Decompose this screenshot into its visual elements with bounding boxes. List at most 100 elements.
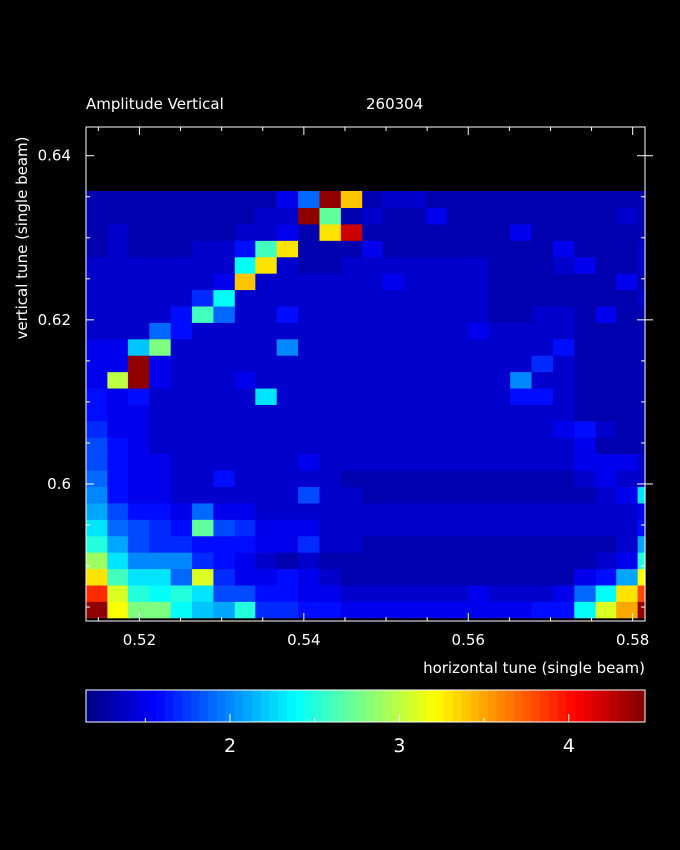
heatmap-cell	[319, 502, 342, 520]
heatmap-cell	[298, 486, 321, 504]
heatmap-cell	[298, 322, 321, 340]
heatmap-cell	[213, 420, 236, 438]
heatmap-cell	[234, 305, 257, 323]
heatmap-cell	[255, 256, 278, 274]
heatmap-cell	[107, 584, 130, 602]
heatmap-cell	[531, 519, 554, 537]
heatmap-cell	[382, 568, 405, 586]
heatmap-cell	[298, 387, 321, 405]
heatmap-cell	[298, 470, 321, 488]
colorbar-segment	[260, 690, 270, 722]
heatmap-cell	[382, 322, 405, 340]
heatmap-cell	[170, 535, 193, 553]
heatmap-cell	[595, 519, 618, 537]
heatmap-cell	[488, 256, 511, 274]
heatmap-cell	[510, 601, 533, 619]
heatmap-cell	[552, 552, 575, 570]
heatmap-cell	[446, 273, 469, 291]
heatmap-cell	[319, 420, 342, 438]
heatmap-cell	[192, 273, 215, 291]
heatmap-cell	[404, 470, 427, 488]
heatmap-cell	[149, 552, 172, 570]
heatmap-cell	[595, 256, 618, 274]
heatmap-cell	[298, 305, 321, 323]
axis-ticks: 0.52 0.54 0.56 0.58 0.6 0.62 0.64	[38, 127, 653, 649]
heatmap-cell	[319, 338, 342, 356]
heatmap-cell	[340, 223, 363, 241]
heatmap-cell	[552, 470, 575, 488]
heatmap-cell	[127, 453, 150, 471]
colorbar-segment	[164, 690, 174, 722]
heatmap-cell	[616, 289, 639, 307]
heatmap-cell	[149, 584, 172, 602]
heatmap-cell	[637, 207, 646, 225]
colorbar-segment	[190, 690, 201, 722]
colorbar-tick-label: 2	[224, 735, 236, 757]
heatmap-cell	[298, 191, 321, 209]
heatmap-cell	[446, 437, 469, 455]
heatmap-cell	[340, 404, 363, 422]
heatmap-cell	[319, 437, 342, 455]
heatmap-cell	[255, 502, 278, 520]
heatmap-cell	[362, 240, 385, 258]
colorbar-segment	[147, 690, 157, 722]
heatmap-cell	[149, 338, 172, 356]
heatmap-cell	[468, 207, 491, 225]
heatmap-cell	[107, 486, 130, 504]
colorbar: 2 3 4	[86, 690, 646, 757]
heatmap-cell	[234, 322, 257, 340]
heatmap-cell	[127, 338, 150, 356]
heatmap-cell	[298, 552, 321, 570]
heatmap-cell	[468, 470, 491, 488]
heatmap-cell	[234, 256, 257, 274]
colorbar-segment	[444, 690, 454, 722]
heatmap-cell	[127, 519, 150, 537]
heatmap-cell	[170, 437, 193, 455]
heatmap-cell	[340, 486, 363, 504]
heatmap-cell	[107, 420, 130, 438]
heatmap-cell	[170, 371, 193, 389]
heatmap-cell	[574, 355, 597, 373]
heatmap-cell	[107, 191, 130, 209]
heatmap-cell	[404, 322, 427, 340]
heatmap-cell	[510, 387, 533, 405]
heatmap-cell	[127, 191, 150, 209]
heatmap-cell	[404, 584, 427, 602]
heatmap-cell	[404, 371, 427, 389]
heatmap-cell	[107, 223, 130, 241]
heatmap-cell	[213, 240, 236, 258]
heatmap-cell	[362, 404, 385, 422]
heatmap-cell	[574, 305, 597, 323]
heatmap-cell	[552, 420, 575, 438]
heatmap-cell	[552, 453, 575, 471]
heatmap-cell	[404, 207, 427, 225]
heatmap-cell	[488, 322, 511, 340]
colorbar-segment	[173, 690, 183, 722]
heatmap-cell	[574, 338, 597, 356]
heatmap-cell	[298, 256, 321, 274]
heatmap-cell	[616, 486, 639, 504]
heatmap-cell	[468, 322, 491, 340]
heatmap-cell	[107, 601, 130, 619]
heatmap-cell	[404, 256, 427, 274]
colorbar-segment	[278, 690, 288, 722]
heatmap-cell	[425, 387, 448, 405]
heatmap-cell	[468, 273, 491, 291]
heatmap-cell	[488, 519, 511, 537]
heatmap-cell	[382, 519, 405, 537]
heatmap-cell	[234, 470, 257, 488]
heatmap-cell	[276, 223, 299, 241]
heatmap-cell	[637, 240, 646, 258]
heatmap-cell	[382, 256, 405, 274]
heatmap-cell	[446, 568, 469, 586]
heatmap-cell	[488, 420, 511, 438]
heatmap-cell	[276, 552, 299, 570]
heatmap-cell	[127, 256, 150, 274]
heatmap-cell	[446, 240, 469, 258]
heatmap-cell	[488, 371, 511, 389]
heatmap-cell	[510, 437, 533, 455]
heatmap-cell	[574, 470, 597, 488]
heatmap-cell	[192, 568, 215, 586]
colorbar-segment	[251, 690, 262, 722]
heatmap-cell	[234, 371, 257, 389]
